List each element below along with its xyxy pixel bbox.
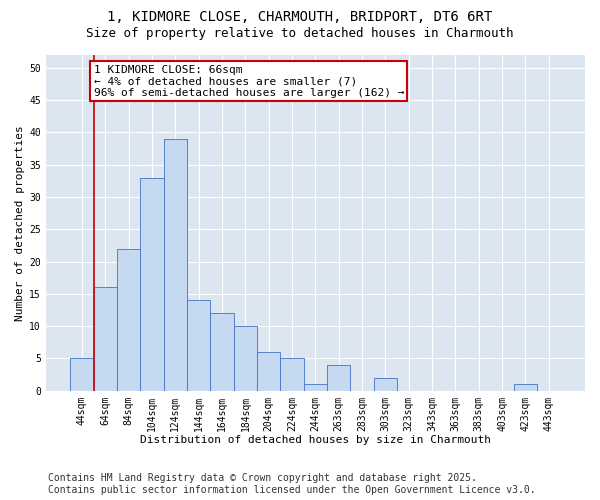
Bar <box>327 365 350 390</box>
Bar <box>140 178 164 390</box>
Bar <box>280 358 304 390</box>
Bar <box>164 139 187 390</box>
Bar <box>374 378 397 390</box>
Bar <box>304 384 327 390</box>
Text: Contains HM Land Registry data © Crown copyright and database right 2025.
Contai: Contains HM Land Registry data © Crown c… <box>48 474 536 495</box>
Bar <box>211 313 233 390</box>
Bar <box>94 288 117 391</box>
Bar <box>117 248 140 390</box>
Bar <box>70 358 94 390</box>
Y-axis label: Number of detached properties: Number of detached properties <box>15 125 25 320</box>
Text: Size of property relative to detached houses in Charmouth: Size of property relative to detached ho… <box>86 28 514 40</box>
X-axis label: Distribution of detached houses by size in Charmouth: Distribution of detached houses by size … <box>140 435 491 445</box>
Text: 1 KIDMORE CLOSE: 66sqm
← 4% of detached houses are smaller (7)
96% of semi-detac: 1 KIDMORE CLOSE: 66sqm ← 4% of detached … <box>94 64 404 98</box>
Bar <box>514 384 537 390</box>
Bar <box>257 352 280 391</box>
Bar <box>233 326 257 390</box>
Text: 1, KIDMORE CLOSE, CHARMOUTH, BRIDPORT, DT6 6RT: 1, KIDMORE CLOSE, CHARMOUTH, BRIDPORT, D… <box>107 10 493 24</box>
Bar <box>187 300 211 390</box>
